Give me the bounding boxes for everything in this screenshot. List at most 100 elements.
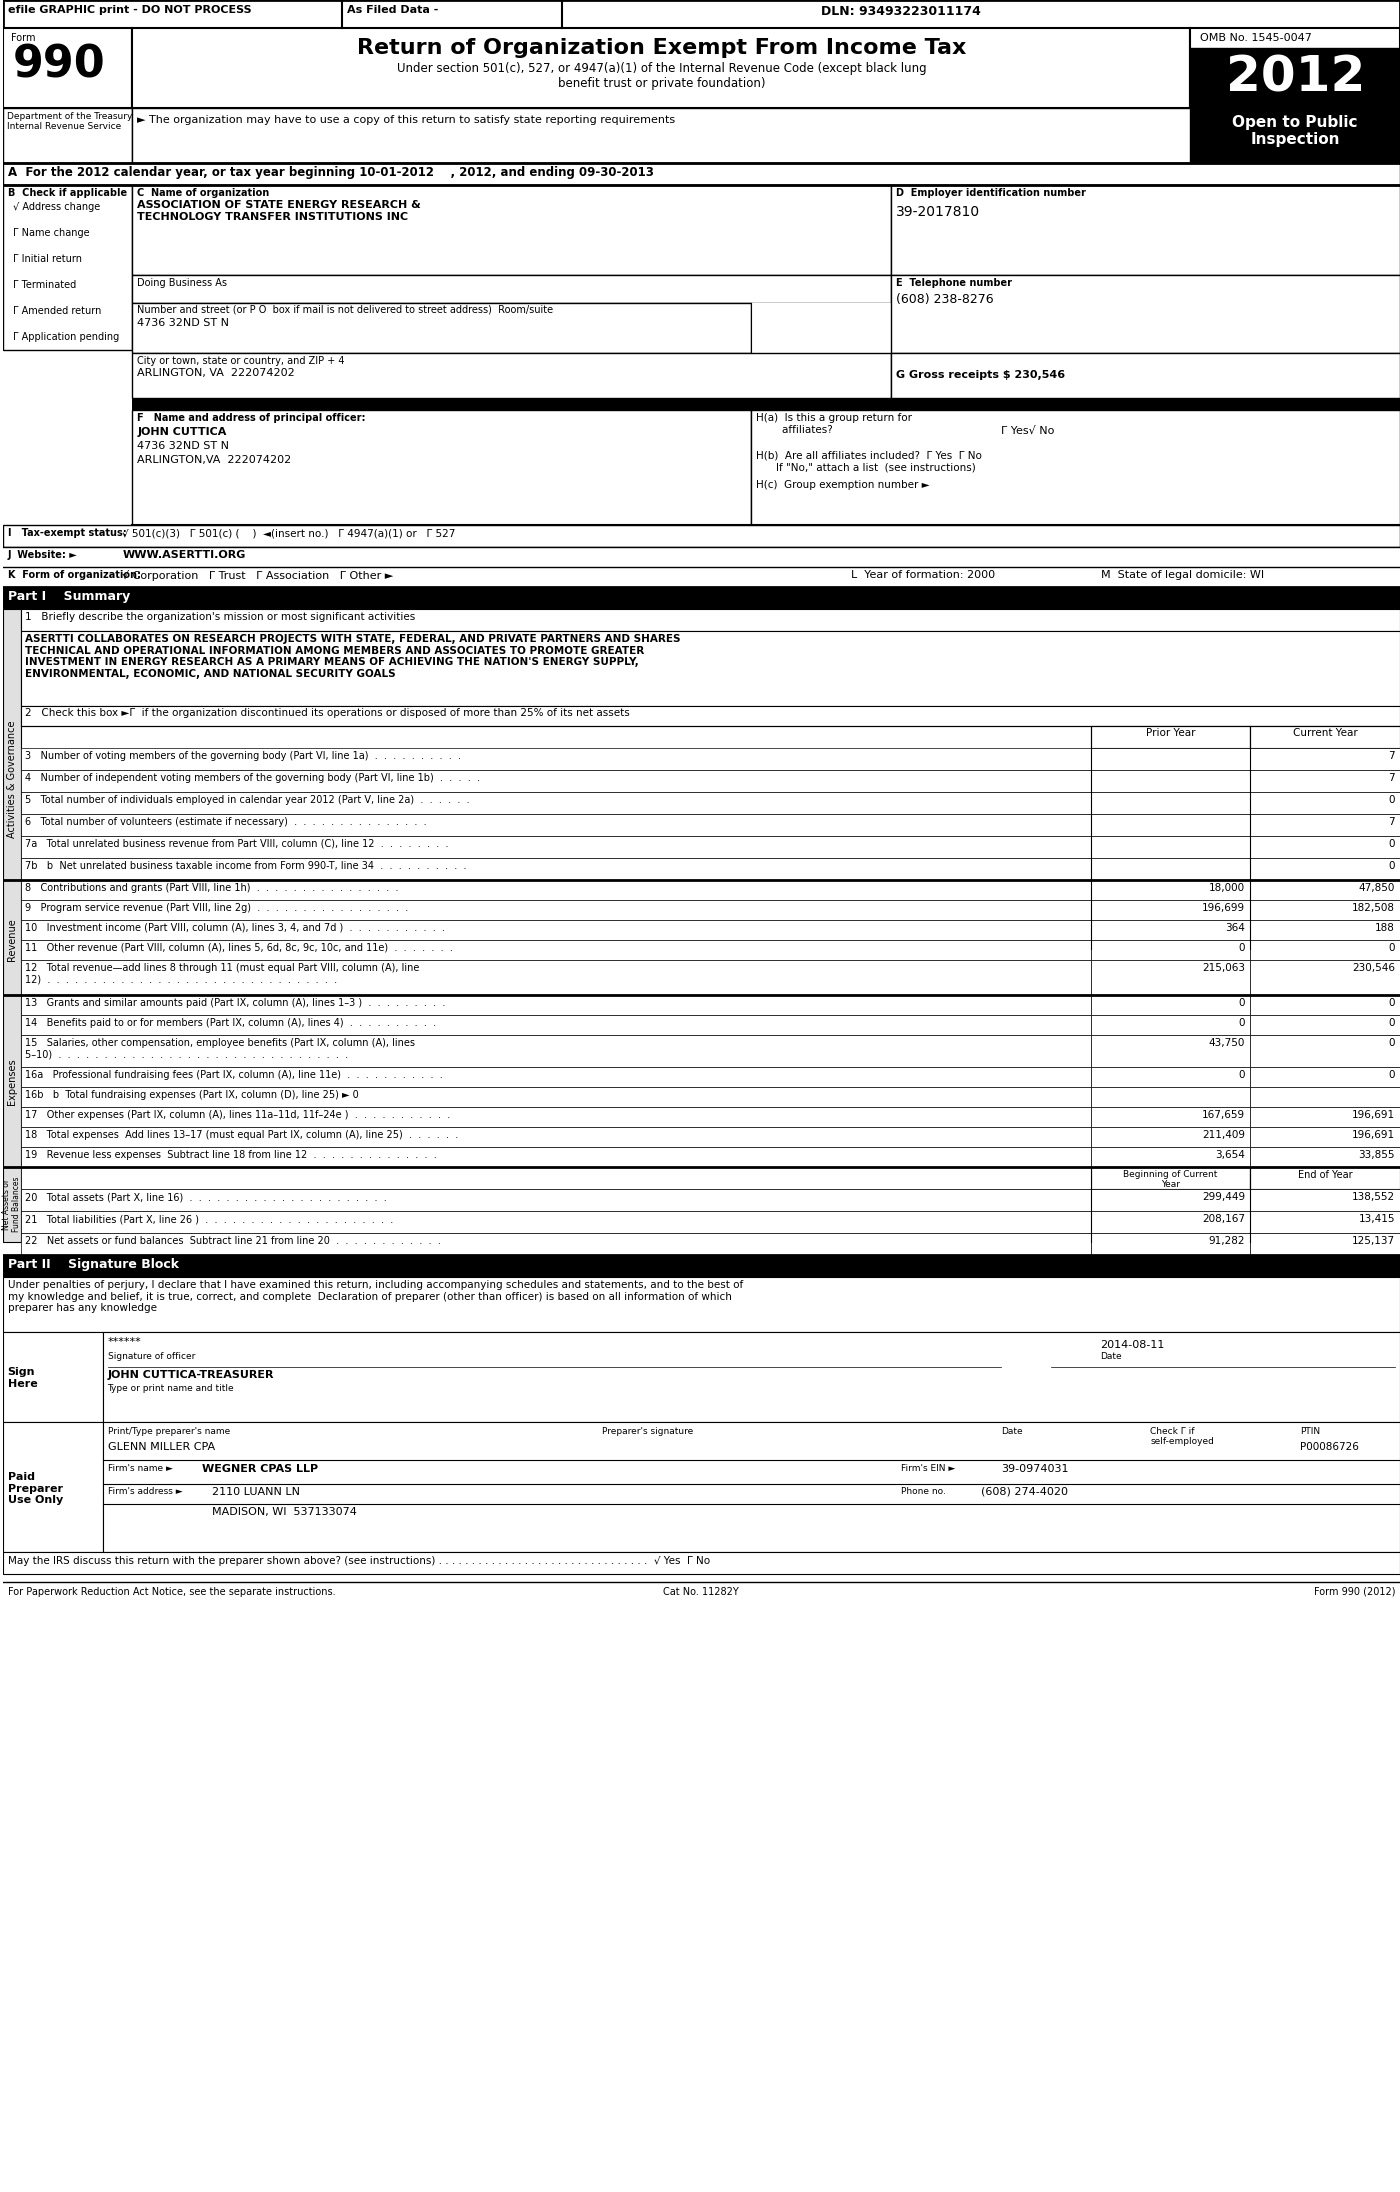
- Text: 39-0974031: 39-0974031: [1001, 1464, 1068, 1473]
- Bar: [21, 1015, 1091, 1035]
- Bar: [1250, 747, 1400, 769]
- Bar: [890, 274, 1400, 353]
- Bar: [1250, 835, 1400, 857]
- Text: D  Employer identification number: D Employer identification number: [896, 189, 1086, 197]
- Text: Form 990 (2012): Form 990 (2012): [1313, 1587, 1394, 1598]
- Bar: [1091, 1015, 1250, 1035]
- Bar: [1250, 1068, 1400, 1087]
- Text: Open to Public
Inspection: Open to Public Inspection: [1232, 114, 1358, 147]
- Text: Expenses: Expenses: [7, 1059, 17, 1105]
- Text: 6   Total number of volunteers (estimate if necessary)  .  .  .  .  .  .  .  .  : 6 Total number of volunteers (estimate i…: [25, 818, 427, 826]
- Bar: [1091, 901, 1250, 921]
- Bar: [1250, 1232, 1400, 1256]
- Bar: [1190, 107, 1400, 162]
- Bar: [3, 587, 1400, 609]
- Text: 14   Benefits paid to or for members (Part IX, column (A), lines 4)  .  .  .  . : 14 Benefits paid to or for members (Part…: [25, 1017, 435, 1028]
- Text: H(a)  Is this a group return for
        affiliates?: H(a) Is this a group return for affiliat…: [756, 412, 913, 434]
- Bar: [21, 609, 1400, 631]
- Text: Beginning of Current
Year: Beginning of Current Year: [1123, 1171, 1218, 1190]
- Text: 39-2017810: 39-2017810: [896, 206, 980, 219]
- Text: 9   Program service revenue (Part VIII, line 2g)  .  .  .  .  .  .  .  .  .  .  : 9 Program service revenue (Part VIII, li…: [25, 903, 407, 914]
- Text: 4   Number of independent voting members of the governing body (Part VI, line 1b: 4 Number of independent voting members o…: [25, 774, 480, 783]
- Bar: [752, 410, 1400, 526]
- Bar: [21, 940, 1091, 960]
- Bar: [1250, 1035, 1400, 1068]
- Bar: [3, 107, 133, 162]
- Text: Signature of officer: Signature of officer: [108, 1352, 195, 1361]
- Text: 7: 7: [1389, 774, 1394, 783]
- Text: 196,691: 196,691: [1352, 1131, 1394, 1140]
- Text: 22   Net assets or fund balances  Subtract line 21 from line 20  .  .  .  .  .  : 22 Net assets or fund balances Subtract …: [25, 1236, 441, 1245]
- Text: 11   Other revenue (Part VIII, column (A), lines 5, 6d, 8c, 9c, 10c, and 11e)  .: 11 Other revenue (Part VIII, column (A),…: [25, 943, 452, 954]
- Text: C  Name of organization: C Name of organization: [137, 189, 270, 197]
- Text: 16b   b  Total fundraising expenses (Part IX, column (D), line 25) ► 0: 16b b Total fundraising expenses (Part I…: [25, 1089, 358, 1100]
- Text: WWW.ASERTTI.ORG: WWW.ASERTTI.ORG: [122, 550, 246, 559]
- Text: (608) 274-4020: (608) 274-4020: [981, 1486, 1068, 1497]
- Text: 19   Revenue less expenses  Subtract line 18 from line 12  .  .  .  .  .  .  .  : 19 Revenue less expenses Subtract line 1…: [25, 1151, 437, 1160]
- Text: ASERTTI COLLABORATES ON RESEARCH PROJECTS WITH STATE, FEDERAL, AND PRIVATE PARTN: ASERTTI COLLABORATES ON RESEARCH PROJECT…: [25, 633, 680, 680]
- Text: 364: 364: [1225, 923, 1246, 934]
- Bar: [133, 107, 1190, 162]
- Bar: [21, 960, 1091, 995]
- Text: 10   Investment income (Part VIII, column (A), lines 3, 4, and 7d )  .  .  .  . : 10 Investment income (Part VIII, column …: [25, 923, 445, 934]
- Text: 0: 0: [1239, 997, 1246, 1008]
- Bar: [1091, 921, 1250, 940]
- Bar: [1091, 995, 1250, 1015]
- Text: 0: 0: [1389, 943, 1394, 954]
- Bar: [21, 769, 1091, 791]
- Bar: [1091, 769, 1250, 791]
- Text: Cat No. 11282Y: Cat No. 11282Y: [664, 1587, 739, 1598]
- Bar: [3, 1278, 1400, 1333]
- Text: √ Address change: √ Address change: [13, 202, 99, 213]
- Text: 215,063: 215,063: [1203, 962, 1246, 973]
- Bar: [21, 1087, 1091, 1107]
- Text: End of Year: End of Year: [1298, 1171, 1352, 1179]
- Text: Under section 501(c), 527, or 4947(a)(1) of the Internal Revenue Code (except bl: Under section 501(c), 527, or 4947(a)(1)…: [396, 61, 927, 90]
- Text: Print/Type preparer's name: Print/Type preparer's name: [108, 1427, 230, 1436]
- Text: L  Year of formation: 2000: L Year of formation: 2000: [851, 570, 995, 581]
- Text: 3,654: 3,654: [1215, 1151, 1246, 1160]
- Text: 13,415: 13,415: [1358, 1214, 1394, 1223]
- Text: 0: 0: [1389, 997, 1394, 1008]
- Text: As Filed Data -: As Filed Data -: [347, 4, 438, 15]
- Text: Current Year: Current Year: [1292, 728, 1358, 739]
- Text: 7a   Total unrelated business revenue from Part VIII, column (C), line 12  .  . : 7a Total unrelated business revenue from…: [25, 840, 448, 848]
- Text: 0: 0: [1239, 1017, 1246, 1028]
- Text: 5   Total number of individuals employed in calendar year 2012 (Part V, line 2a): 5 Total number of individuals employed i…: [25, 796, 469, 804]
- Text: 0: 0: [1239, 1070, 1246, 1081]
- Bar: [1250, 921, 1400, 940]
- Text: Part II    Signature Block: Part II Signature Block: [8, 1258, 179, 1271]
- Bar: [21, 631, 1400, 706]
- Text: May the IRS discuss this return with the preparer shown above? (see instructions: May the IRS discuss this return with the…: [8, 1556, 710, 1565]
- Text: OMB No. 1545-0047: OMB No. 1545-0047: [1200, 33, 1312, 44]
- Text: Γ Amended return: Γ Amended return: [13, 307, 101, 316]
- Text: 208,167: 208,167: [1203, 1214, 1246, 1223]
- Text: For Paperwork Reduction Act Notice, see the separate instructions.: For Paperwork Reduction Act Notice, see …: [8, 1587, 336, 1598]
- Bar: [890, 184, 1400, 274]
- Bar: [1091, 1107, 1250, 1127]
- Bar: [3, 526, 1400, 548]
- Bar: [1250, 791, 1400, 813]
- Bar: [1250, 960, 1400, 995]
- Bar: [1091, 791, 1250, 813]
- Bar: [3, 879, 21, 1000]
- Text: ASSOCIATION OF STATE ENERGY RESEARCH &
TECHNOLOGY TRANSFER INSTITUTIONS INC: ASSOCIATION OF STATE ENERGY RESEARCH & T…: [137, 199, 421, 221]
- Bar: [1091, 1127, 1250, 1146]
- Text: 230,546: 230,546: [1352, 962, 1394, 973]
- Text: Activities & Governance: Activities & Governance: [7, 721, 17, 837]
- Bar: [1250, 1127, 1400, 1146]
- Bar: [1190, 48, 1400, 107]
- Bar: [21, 879, 1091, 901]
- Text: 182,508: 182,508: [1352, 903, 1394, 914]
- Text: Number and street (or P O  box if mail is not delivered to street address)  Room: Number and street (or P O box if mail is…: [137, 305, 553, 316]
- Text: M  State of legal domicile: WI: M State of legal domicile: WI: [1100, 570, 1264, 581]
- Bar: [1091, 1166, 1250, 1188]
- Bar: [1091, 726, 1250, 747]
- Bar: [21, 1232, 1091, 1256]
- Bar: [21, 1166, 1091, 1188]
- Bar: [1091, 960, 1250, 995]
- Bar: [133, 302, 752, 353]
- Bar: [1091, 1035, 1250, 1068]
- Text: 299,449: 299,449: [1203, 1192, 1246, 1201]
- Text: Return of Organization Exempt From Income Tax: Return of Organization Exempt From Incom…: [357, 37, 966, 57]
